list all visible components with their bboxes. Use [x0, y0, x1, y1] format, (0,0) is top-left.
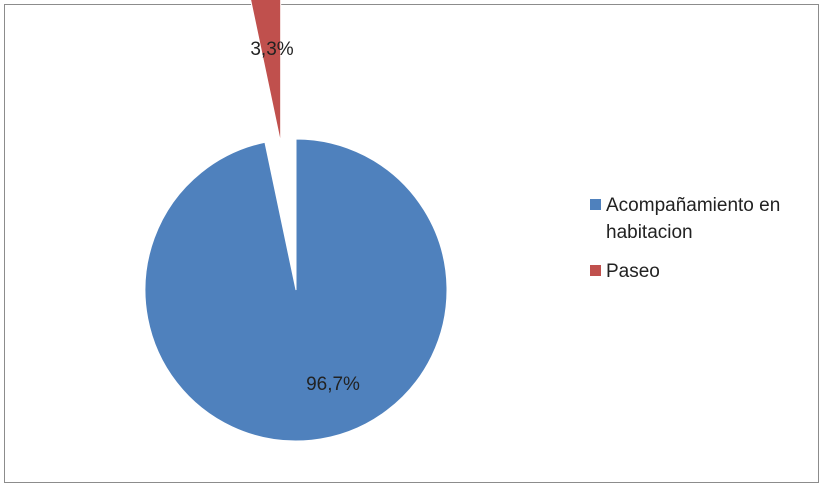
legend: Acompañamiento en habitacion Paseo	[590, 195, 780, 282]
legend-label-2-line-1: Paseo	[606, 261, 660, 282]
legend-swatch-1	[590, 199, 601, 210]
pie-slices	[144, 0, 448, 442]
data-label-1: 96,7%	[306, 374, 360, 395]
data-label-2: 3,3%	[250, 39, 293, 60]
data-labels: 96,7% 3,3%	[250, 39, 360, 395]
pie-slice-1	[144, 138, 448, 442]
legend-swatch-2	[590, 265, 601, 276]
legend-label-1-line-2: habitacion	[606, 222, 693, 243]
legend-label-1-line-1: Acompañamiento en	[606, 195, 780, 216]
pie-slice-2	[250, 0, 282, 143]
